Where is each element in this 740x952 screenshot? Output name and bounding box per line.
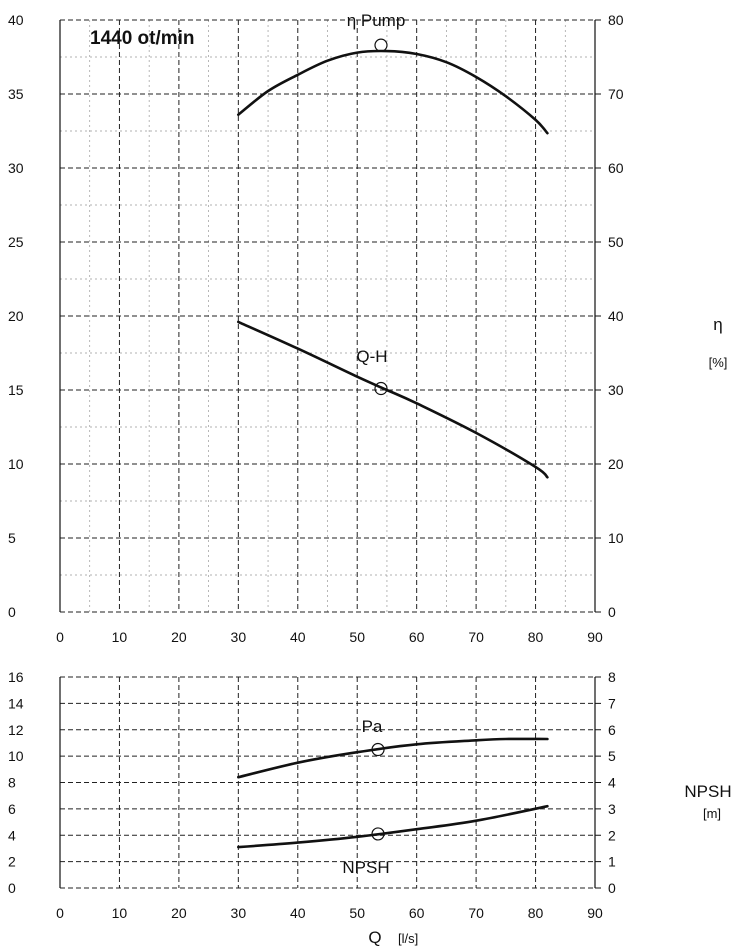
y2-tick-label: 80 [608, 12, 624, 28]
y-tick-label: 10 [8, 748, 24, 764]
x-tick-label: 30 [231, 629, 247, 645]
y-tick-label: 5 [8, 530, 16, 546]
x-tick-label: 70 [468, 905, 484, 921]
x-axis-unit: [l/s] [398, 931, 418, 946]
y-tick-label: 8 [8, 775, 16, 791]
y2-tick-label: 1 [608, 854, 616, 870]
y2-tick-label: 60 [608, 160, 624, 176]
y2-tick-label: 6 [608, 722, 616, 738]
x-tick-label: 50 [349, 905, 365, 921]
labels: η Pump Q-H 1440 ot/min η [%] Pa NPSH NPSH [m] Q [l… [90, 11, 732, 947]
x-tick-label: 10 [112, 629, 128, 645]
x-tick-label: 80 [528, 629, 544, 645]
y2-tick-label: 7 [608, 695, 616, 711]
x-tick-label: 70 [468, 629, 484, 645]
curve-pa [237, 737, 549, 779]
y-tick-label: 40 [8, 12, 24, 28]
y-tick-label: 0 [8, 604, 16, 620]
y-tick-label: 10 [8, 456, 24, 472]
y-tick-label: 2 [8, 854, 16, 870]
y2-tick-label: 20 [608, 456, 624, 472]
y-tick-label: 12 [8, 722, 24, 738]
y2-tick-label: 30 [608, 382, 624, 398]
y2-axis-label: NPSH [684, 782, 731, 801]
y2-tick-label: 2 [608, 827, 616, 843]
x-tick-label: 40 [290, 905, 306, 921]
x-tick-label: 20 [171, 905, 187, 921]
marker-pump [374, 38, 388, 52]
y2-axis-unit: [m] [703, 806, 721, 821]
x-tick-label: 80 [528, 905, 544, 921]
x-tick-label: 30 [231, 905, 247, 921]
x-tick-label: 40 [290, 629, 306, 645]
curve-label-q-h: Q-H [356, 347, 387, 366]
y2-axis-unit: [%] [709, 355, 728, 370]
x-tick-label: 10 [112, 905, 128, 921]
curve-npsh [237, 804, 549, 849]
y2-tick-label: 10 [608, 530, 624, 546]
speed-annotation: 1440 ot/min [90, 28, 195, 49]
y-tick-label: 35 [8, 86, 24, 102]
marker-npsh [371, 827, 385, 841]
y-tick-label: 30 [8, 160, 24, 176]
curve-label-npsh: NPSH [342, 858, 389, 877]
y-tick-label: 6 [8, 801, 16, 817]
curve-pump [237, 49, 549, 135]
x-tick-label: 0 [56, 905, 64, 921]
curve-q-h [237, 320, 549, 479]
y2-tick-label: 0 [608, 880, 616, 896]
y-tick-label: 0 [8, 880, 16, 896]
y-tick-label: 16 [8, 669, 24, 685]
x-tick-label: 60 [409, 905, 425, 921]
y-tick-label: 25 [8, 234, 24, 250]
y2-tick-label: 5 [608, 748, 616, 764]
y2-tick-label: 40 [608, 308, 624, 324]
y2-tick-label: 3 [608, 801, 616, 817]
x-tick-label: 60 [409, 629, 425, 645]
tick-labels: 0 10 20 30 40 50 60 70 80 90051015202530354001020… [8, 12, 624, 921]
x-tick-label: 90 [587, 629, 603, 645]
marker-pa [371, 742, 385, 757]
y-tick-label: 20 [8, 308, 24, 324]
y2-axis-label: η [713, 315, 722, 334]
curves [237, 38, 549, 849]
x-tick-label: 0 [56, 629, 64, 645]
y2-tick-label: 50 [608, 234, 624, 250]
x-tick-label: 20 [171, 629, 187, 645]
y2-tick-label: 4 [608, 775, 616, 791]
y2-tick-label: 70 [608, 86, 624, 102]
x-tick-label: 90 [587, 905, 603, 921]
x-tick-label: 50 [349, 629, 365, 645]
y-tick-label: 14 [8, 695, 24, 711]
y2-tick-label: 8 [608, 669, 616, 685]
y2-tick-label: 0 [608, 604, 616, 620]
marker-q-h [374, 381, 388, 396]
curve-label-pa: Pa [362, 717, 383, 736]
curve-label-pump: η Pump [347, 11, 406, 30]
y-tick-label: 4 [8, 827, 16, 843]
y-tick-label: 15 [8, 382, 24, 398]
x-axis-label: Q [368, 928, 381, 947]
